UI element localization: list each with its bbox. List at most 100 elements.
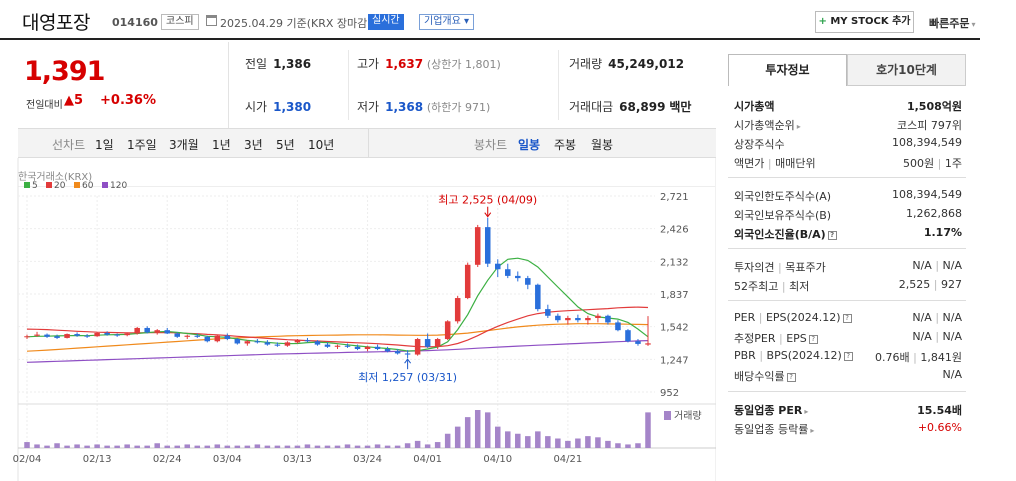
separator: | [759,349,764,362]
period-1y[interactable]: 1년 [212,138,231,152]
dividend-value: N/A [942,368,962,381]
volume-bar [424,444,431,448]
candle-monthly[interactable]: 월봉 [591,138,614,152]
separator: | [937,157,942,170]
candle-body [254,341,261,343]
candle-body [214,335,221,342]
period-3y[interactable]: 3년 [244,138,263,152]
period-5y[interactable]: 5년 [276,138,295,152]
line-chart-label[interactable]: 선차트 [52,138,86,152]
candle-body [24,336,30,338]
candle-body [34,334,40,336]
volume-bar [484,412,491,448]
y-tick-label: 1,247 [660,355,689,366]
moving-average-20 [26,306,649,348]
y-tick-label: 2,132 [660,257,689,268]
tab-orderbook[interactable]: 호가10단계 [847,54,966,86]
help-icon[interactable]: ? [843,351,853,361]
volume-bar [645,412,651,448]
candle-body [74,334,80,336]
candle-body [565,317,571,321]
period-10y[interactable]: 10년 [308,138,335,152]
row-est-per: 추정PER | EPS? N/A | N/A [728,328,966,346]
volume-bar [194,445,201,448]
candle-body [54,336,60,338]
volume-bar [555,438,561,448]
foreign-ratio-label: 외국인소진율(B/A) [734,228,826,241]
volume-bar [364,445,371,448]
tab-invest-info[interactable]: 투자정보 [728,54,847,86]
candle-body [454,298,461,322]
help-icon[interactable]: ? [842,313,852,323]
opinion-value: N/A [912,259,932,272]
volume-bar [94,444,100,448]
separator: | [933,278,938,291]
volume-bar [565,440,571,448]
candle-body [394,351,401,354]
help-icon[interactable]: ? [786,372,796,382]
target-label: 목표주가 [785,261,826,274]
candle-body [204,336,211,342]
candle-body [274,344,281,346]
chevron-down-icon: ▾ [971,20,976,29]
volume-bar [615,443,621,448]
candle-body [344,345,351,347]
candle-body [174,333,181,337]
quick-order-button[interactable]: 빠른주문 ▾ [929,15,976,31]
chevron-right-icon: ▸ [796,122,801,131]
help-icon[interactable]: ? [827,230,837,240]
candle-daily[interactable]: 일봉 [518,138,541,152]
legend-swatch [24,182,30,188]
volume-bar [124,444,130,448]
candle-body [44,334,50,337]
row-per: PER | EPS(2024.12)? N/A | N/A [728,309,966,327]
eps-label: EPS(2024.12) [765,311,841,324]
divider [368,129,369,157]
volume-bar [134,445,140,448]
target-value: N/A [942,259,962,272]
candle-weekly[interactable]: 주봉 [554,138,577,152]
volume-bar [374,444,381,448]
stock-code: 014160 [112,16,158,29]
volume-bar [154,443,160,448]
candle-body [505,269,511,276]
volume-bar [505,431,511,448]
legend-swatch [46,182,52,188]
help-icon[interactable]: ? [808,334,818,344]
candle-body [384,349,391,352]
stock-header: 대영포장 014160 코스피 2025.04.29 기준(KRX 장마감) 실… [0,0,980,40]
company-info-label: 기업개요 [424,16,461,27]
industry-rate-label: 동일업종 등락률 [734,423,809,436]
est-eps-value: N/A [942,330,962,343]
row-industry-per: 동일업종 PER ▸ 15.54배 [728,400,966,418]
x-tick-label: 04/21 [553,454,582,465]
candle-body [244,341,251,344]
period-1w[interactable]: 1주일 [127,138,157,152]
candle-body [595,315,601,318]
volume-bar [454,426,461,448]
company-info-button[interactable]: 기업개요 ▾ [419,14,475,30]
separator: | [758,311,763,324]
volume-bar [625,444,631,448]
volume-bar [304,444,311,448]
price-change-value: 5 [74,93,84,108]
candle-body [234,339,241,344]
volume-bar [44,445,50,448]
quote-open-value: 1,380 [273,100,312,114]
volume-bar [54,443,60,448]
realtime-badge[interactable]: 실시간 [368,14,404,30]
foreign-hold-value: 1,262,868 [906,207,962,220]
per-value: N/A [912,311,932,324]
candle-body [264,342,271,345]
candle-body [525,278,531,285]
row-rank: 시가총액순위 ▸ 코스피 797위 [728,115,966,133]
y-tick-label: 1,542 [660,323,689,334]
volume-bar [84,445,90,448]
candle-chart-label: 봉차트 [474,138,508,152]
period-3m[interactable]: 3개월 [169,138,199,152]
add-mystock-button[interactable]: + MY STOCK 추가 [815,11,914,33]
stock-chart[interactable]: 02/04 02/13 02/24 03/04 03/13 03/24 04/01 04/10… [0,158,716,481]
period-1d[interactable]: 1일 [95,138,114,152]
max-price-label: 최고 2,525 (04/09) [438,194,537,207]
volume-bar [384,445,391,448]
